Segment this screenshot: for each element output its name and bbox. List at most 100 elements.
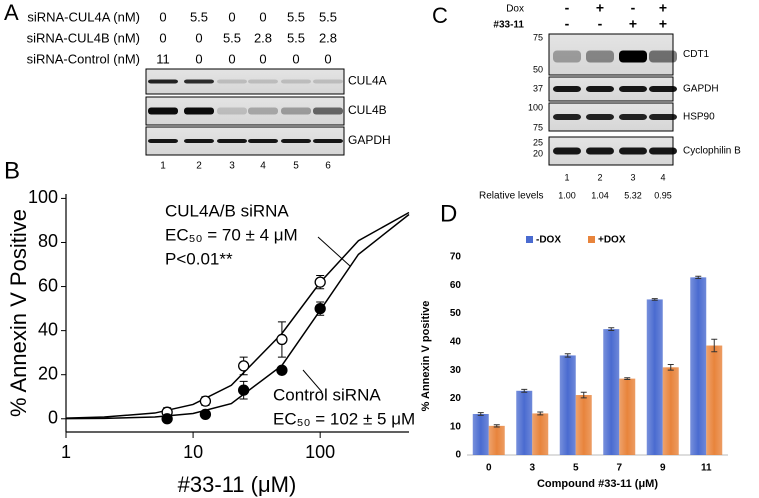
band bbox=[553, 86, 581, 92]
band bbox=[148, 107, 178, 115]
y-tick-label: 20 bbox=[38, 363, 58, 383]
band bbox=[553, 147, 581, 155]
band bbox=[313, 79, 343, 84]
row-value: 5.5 bbox=[287, 30, 305, 45]
size-marker: 75 bbox=[533, 122, 543, 132]
row-label: siRNA-CUL4B (nM) bbox=[27, 30, 140, 45]
band bbox=[313, 107, 343, 115]
band bbox=[619, 50, 647, 63]
fit-curve bbox=[65, 211, 410, 419]
error-bar bbox=[695, 275, 702, 279]
x-tick-label: 1 bbox=[61, 442, 71, 462]
y-tick-label: 0 bbox=[455, 450, 461, 461]
size-marker: 100 bbox=[528, 102, 543, 112]
relative-level: 5.32 bbox=[624, 190, 642, 200]
band bbox=[586, 86, 614, 92]
annotation: P<0.01** bbox=[165, 249, 233, 268]
data-point bbox=[314, 302, 326, 315]
legend-swatch bbox=[526, 236, 533, 243]
row-value: 0 bbox=[195, 30, 202, 45]
data-point bbox=[161, 413, 173, 425]
y-tick-label: 100 bbox=[28, 187, 58, 207]
panel-b: B 0 20 40 60 80 100 1 10 100 #33-11 (μM) % Annexin … bbox=[4, 157, 415, 496]
band bbox=[184, 79, 214, 84]
row-value: 0 bbox=[228, 51, 235, 66]
y-tick-label: 0 bbox=[48, 408, 58, 428]
relative-level: 1.00 bbox=[558, 190, 576, 200]
row-value: 5.5 bbox=[319, 9, 337, 24]
error-bar bbox=[624, 377, 631, 380]
row-value: 11 bbox=[156, 51, 170, 66]
band bbox=[248, 107, 278, 115]
x-tick-label: 3 bbox=[529, 463, 535, 474]
error-bar bbox=[651, 298, 658, 301]
fit-curve bbox=[65, 213, 410, 420]
data-point bbox=[238, 360, 250, 372]
band bbox=[586, 50, 614, 63]
bar bbox=[619, 378, 636, 455]
band bbox=[553, 50, 581, 63]
row-value: 0 bbox=[195, 51, 202, 66]
band bbox=[217, 139, 247, 143]
data-point bbox=[199, 408, 212, 421]
error-bar bbox=[564, 353, 571, 358]
bar bbox=[472, 413, 489, 455]
row-value: 5.5 bbox=[190, 9, 208, 24]
band bbox=[619, 147, 647, 155]
row-value: 0 bbox=[292, 51, 299, 66]
x-tick-label: 10 bbox=[183, 442, 203, 462]
band bbox=[281, 79, 311, 84]
error-bar bbox=[477, 412, 484, 416]
annotation: EC₅₀ = 102 ± 5 μM bbox=[273, 409, 415, 428]
blot-label: CUL4A bbox=[348, 74, 387, 88]
error-bar bbox=[580, 391, 587, 399]
band bbox=[184, 107, 214, 115]
data-point bbox=[238, 384, 250, 396]
lane-number: 5 bbox=[293, 161, 299, 172]
y-tick-label: 80 bbox=[38, 231, 58, 251]
x-tick-label: 7 bbox=[616, 463, 622, 474]
x-tick-label: 9 bbox=[660, 463, 666, 474]
legend-swatch bbox=[588, 236, 595, 243]
row-value: 0 bbox=[324, 51, 331, 66]
band bbox=[248, 139, 278, 143]
lane-number: 4 bbox=[260, 161, 266, 172]
y-tick-label: 20 bbox=[450, 393, 462, 404]
lane-number: 2 bbox=[196, 161, 202, 172]
lane-number: 3 bbox=[630, 172, 635, 182]
panel-label: A bbox=[4, 0, 19, 25]
blot-label: Cyclophilin B bbox=[683, 146, 741, 157]
row-label: siRNA-CUL4A (nM) bbox=[27, 9, 140, 24]
legend-label: -DOX bbox=[536, 235, 561, 246]
bar bbox=[559, 355, 576, 455]
row-value: 0 bbox=[259, 51, 266, 66]
y-tick-label: 40 bbox=[450, 336, 462, 347]
error-bar bbox=[521, 388, 528, 393]
row-value: + bbox=[659, 16, 667, 32]
size-marker: 50 bbox=[533, 64, 543, 74]
row-value: 0 bbox=[159, 30, 166, 45]
bar bbox=[662, 367, 679, 455]
row-value: - bbox=[565, 16, 570, 32]
data-point bbox=[276, 364, 288, 376]
size-marker: 20 bbox=[533, 148, 543, 158]
bar bbox=[646, 299, 663, 455]
panel-label: D bbox=[440, 200, 457, 227]
lane-number: 1 bbox=[564, 172, 569, 182]
row-value: + bbox=[659, 0, 667, 16]
bar bbox=[603, 329, 620, 455]
error-bar bbox=[667, 363, 674, 371]
row-label: siRNA-Control (nM) bbox=[27, 51, 140, 66]
blot-label: CDT1 bbox=[683, 49, 710, 60]
row-value: - bbox=[565, 0, 570, 16]
relative-label: Relative levels bbox=[479, 191, 543, 202]
blot-label: HSP90 bbox=[683, 112, 715, 123]
annotation: Control siRNA bbox=[273, 385, 381, 404]
blot bbox=[145, 68, 345, 95]
relative-level: 0.95 bbox=[654, 190, 672, 200]
size-marker: 25 bbox=[533, 137, 543, 147]
band bbox=[148, 79, 178, 84]
x-tick-label: 11 bbox=[701, 463, 712, 474]
y-tick-label: 40 bbox=[38, 319, 58, 339]
